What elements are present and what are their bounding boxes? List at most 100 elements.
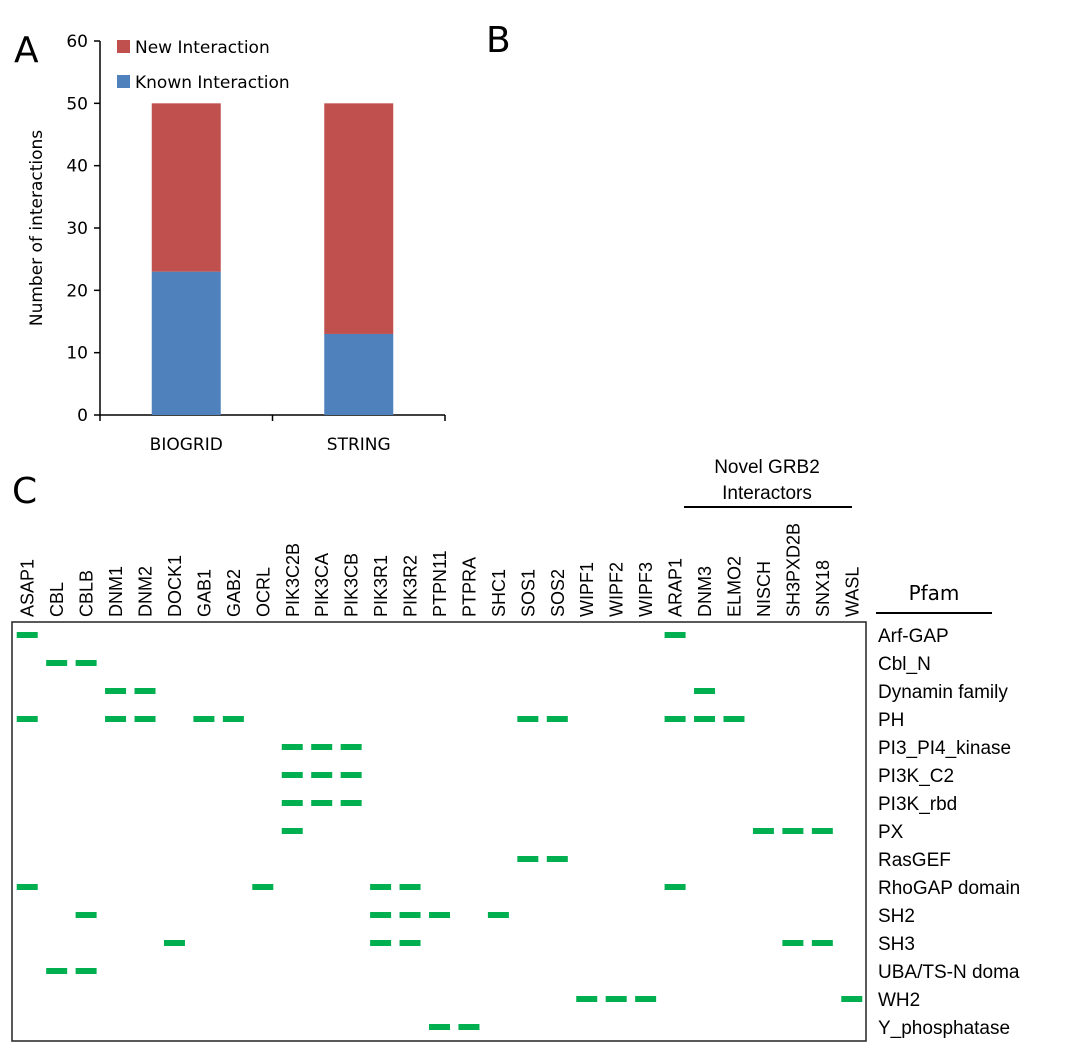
column-label-wipf3: WIPF3 bbox=[636, 562, 656, 617]
domain-mark bbox=[222, 716, 244, 722]
bar-string-known-interaction bbox=[324, 333, 394, 415]
domain-heatmap: Novel GRB2 Interactors Pfam ASAP1 CBL CBLB… bbox=[11, 457, 1020, 1042]
domain-mark bbox=[75, 912, 97, 918]
y-tick-label: 40 bbox=[66, 157, 88, 177]
column-label-pik3r2: PIK3R2 bbox=[401, 555, 421, 617]
domain-mark bbox=[16, 884, 38, 890]
domain-mark bbox=[16, 716, 38, 722]
row-label: RasGEF bbox=[878, 850, 951, 871]
column-label-nisch: NISCH bbox=[754, 561, 774, 617]
column-label-sos2: SOS2 bbox=[548, 569, 568, 617]
domain-mark bbox=[134, 688, 156, 694]
domain-mark bbox=[399, 940, 421, 946]
domain-mark bbox=[370, 884, 392, 890]
column-label-pik3ca: PIK3CA bbox=[312, 553, 332, 617]
bar-biogrid-known-interaction bbox=[151, 271, 221, 415]
domain-mark bbox=[811, 828, 833, 834]
domain-mark bbox=[517, 716, 539, 722]
panel-label-c: C bbox=[12, 471, 37, 512]
column-label-ocrl: OCRL bbox=[253, 567, 273, 617]
column-label-shc1: SHC1 bbox=[489, 569, 509, 617]
legend-label: New Interaction bbox=[135, 38, 270, 58]
row-label: Arf-GAP bbox=[878, 626, 949, 647]
bar-biogrid-new-interaction bbox=[151, 103, 221, 272]
domain-mark bbox=[311, 800, 333, 806]
row-label: Dynamin family bbox=[878, 682, 1008, 703]
column-label-pik3c2b: PIK3C2B bbox=[283, 543, 303, 617]
column-label-snx18: SNX18 bbox=[813, 560, 833, 617]
row-label: WH2 bbox=[878, 990, 920, 1011]
y-tick-label: 20 bbox=[66, 281, 88, 301]
column-label-dnm1: DNM1 bbox=[106, 566, 126, 617]
bar-string-new-interaction bbox=[324, 103, 394, 334]
row-label: SH3 bbox=[878, 934, 915, 955]
column-label-dnm3: DNM3 bbox=[695, 566, 715, 617]
column-label-cbl: CBL bbox=[47, 582, 67, 617]
heatmap-frame bbox=[11, 621, 867, 1042]
domain-mark bbox=[664, 632, 686, 638]
domain-mark bbox=[281, 800, 303, 806]
bar-chart: Number of interactions 0 10 20 30 40 50 60 BIOG… bbox=[27, 32, 446, 455]
domain-mark bbox=[340, 772, 362, 778]
row-label: PI3K_C2 bbox=[878, 766, 954, 787]
domain-mark bbox=[429, 912, 450, 918]
domain-mark bbox=[752, 828, 774, 834]
row-label: RhoGAP domain bbox=[878, 878, 1020, 899]
domain-mark bbox=[664, 716, 686, 722]
legend-label: Known Interaction bbox=[135, 73, 290, 93]
domain-mark bbox=[546, 856, 568, 862]
column-label-pik3cb: PIK3CB bbox=[342, 553, 362, 617]
domain-mark bbox=[134, 716, 156, 722]
domain-mark bbox=[193, 716, 215, 722]
y-tick-label: 30 bbox=[66, 219, 88, 239]
column-label-gab1: GAB1 bbox=[194, 569, 214, 617]
domain-mark bbox=[546, 716, 568, 722]
domain-mark bbox=[694, 688, 716, 694]
domain-mark bbox=[399, 884, 421, 890]
domain-mark bbox=[487, 912, 509, 918]
domain-mark bbox=[370, 940, 392, 946]
domain-mark bbox=[46, 660, 68, 666]
row-label: PI3_PI4_kinase bbox=[878, 738, 1011, 759]
domain-mark bbox=[252, 884, 274, 890]
row-label: PX bbox=[878, 822, 904, 843]
panel-label-a: A bbox=[14, 30, 39, 71]
domain-mark bbox=[340, 800, 362, 806]
row-label: Y_phosphatase bbox=[878, 1018, 1010, 1039]
domain-mark bbox=[517, 856, 539, 862]
panel-label-b: B bbox=[486, 20, 511, 61]
legend-swatch bbox=[117, 75, 130, 88]
pfam-title: Pfam bbox=[909, 581, 960, 605]
column-label-wipf1: WIPF1 bbox=[577, 562, 597, 617]
domain-mark bbox=[576, 996, 598, 1002]
column-label-dock1: DOCK1 bbox=[165, 555, 185, 617]
column-label-pik3r1: PIK3R1 bbox=[371, 555, 391, 617]
domain-mark bbox=[605, 996, 627, 1002]
y-tick-label: 50 bbox=[66, 94, 88, 114]
column-label-sh3pxd2b: SH3PXD2B bbox=[783, 523, 803, 617]
domain-mark bbox=[782, 940, 804, 946]
row-label: UBA/TS-N doma bbox=[878, 962, 1020, 983]
domain-mark bbox=[370, 912, 392, 918]
domain-mark bbox=[635, 996, 657, 1002]
domain-mark bbox=[664, 884, 686, 890]
x-tick-label: STRING bbox=[327, 435, 391, 455]
x-tick-label: BIOGRID bbox=[150, 435, 223, 455]
column-label-asap1: ASAP1 bbox=[18, 559, 38, 617]
domain-mark bbox=[340, 744, 362, 750]
y-tick-label: 0 bbox=[77, 406, 88, 426]
domain-mark bbox=[75, 660, 97, 666]
column-label-gab2: GAB2 bbox=[224, 569, 244, 617]
y-axis-label: Number of interactions bbox=[27, 130, 47, 326]
column-label-arap1: ARAP1 bbox=[666, 558, 686, 617]
group-label-line1: Novel GRB2 bbox=[714, 457, 820, 478]
domain-mark bbox=[46, 968, 68, 974]
domain-mark bbox=[723, 716, 745, 722]
row-label: Cbl_N bbox=[878, 654, 931, 675]
domain-mark bbox=[782, 828, 804, 834]
domain-mark bbox=[399, 912, 421, 918]
domain-mark bbox=[311, 744, 333, 750]
column-label-sos1: SOS1 bbox=[518, 569, 538, 617]
legend-swatch bbox=[117, 40, 130, 53]
